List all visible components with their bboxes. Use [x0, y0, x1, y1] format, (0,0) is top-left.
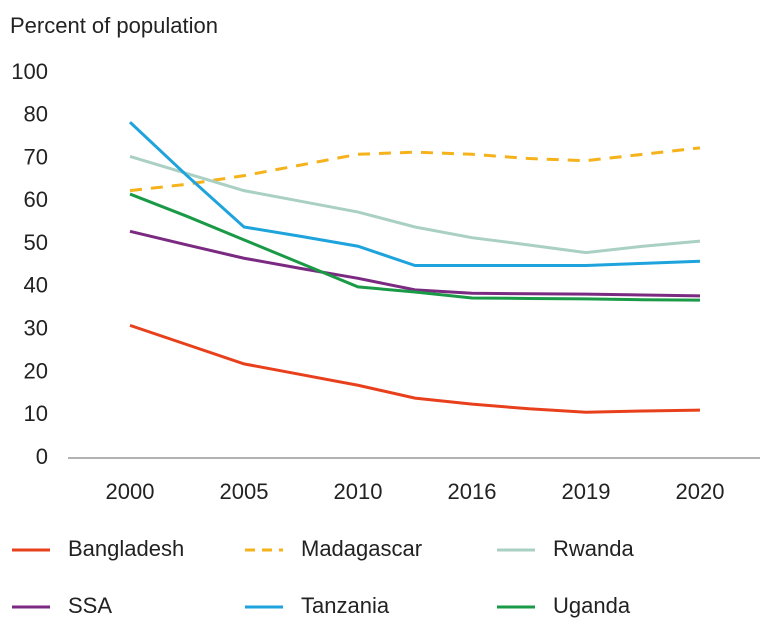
y-tick-label: 10: [24, 401, 48, 426]
x-tick-label: 2000: [106, 479, 155, 504]
line: [129, 146, 701, 193]
y-tick-label: 20: [24, 358, 48, 383]
x-tick-label: 2010: [334, 479, 383, 504]
y-tick-label: 30: [24, 315, 48, 340]
y-tick-label: 70: [24, 144, 48, 169]
y-tick-label: 50: [24, 230, 48, 255]
line: [129, 323, 701, 414]
x-tick-label: 2016: [448, 479, 497, 504]
legend-label: Tanzania: [301, 593, 390, 618]
x-tick-label: 2020: [676, 479, 725, 504]
y-tick-label: 40: [24, 273, 48, 298]
x-tick-label: 2019: [562, 479, 611, 504]
legend-label: Bangladesh: [68, 536, 184, 561]
y-tick-label: 100: [11, 59, 48, 84]
legend-label: Madagascar: [301, 536, 422, 561]
x-tick-label: 2005: [220, 479, 269, 504]
legend-label: Rwanda: [553, 536, 634, 561]
line: [129, 229, 701, 298]
y-tick-label: 60: [24, 187, 48, 212]
line: [129, 192, 701, 302]
legend-label: SSA: [68, 593, 112, 618]
y-tick-label: 0: [36, 444, 48, 469]
line: [128, 121, 701, 267]
axis-title: Percent of population: [10, 13, 218, 38]
y-tick-label: 80: [24, 102, 48, 127]
line: [129, 154, 701, 255]
legend-label: Uganda: [553, 593, 631, 618]
